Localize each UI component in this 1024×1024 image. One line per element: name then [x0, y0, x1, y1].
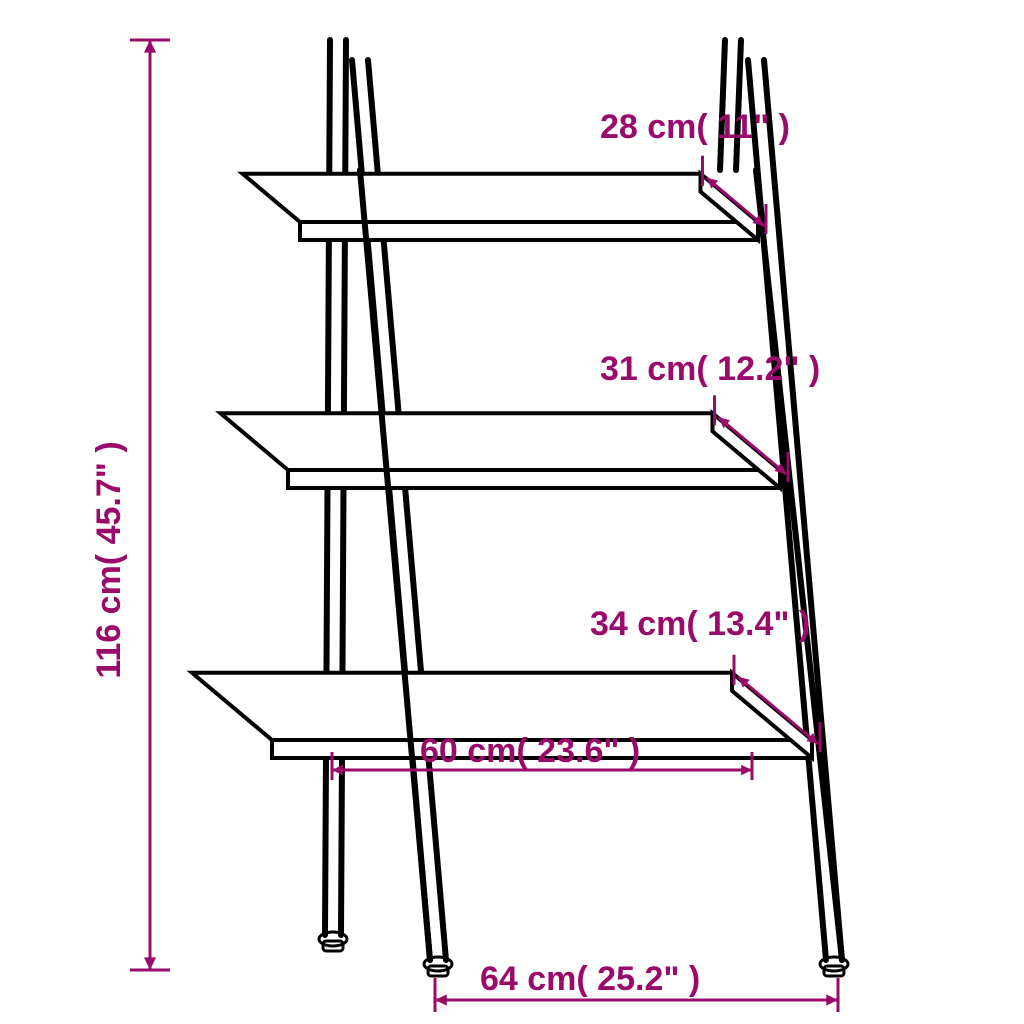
dim-height: 116 cm( 45.7" ): [90, 441, 128, 678]
dim-shelf1-depth: 28 cm( 11" ): [600, 108, 790, 146]
ladder-shelf: [192, 40, 848, 976]
dim-base-width: 64 cm( 25.2" ): [480, 960, 700, 998]
dim-shelf2-depth: 31 cm( 12.2" ): [600, 350, 820, 388]
dim-shelf3-depth: 34 cm( 13.4" ): [590, 605, 810, 643]
dim-shelf-width: 60 cm( 23.6" ): [420, 732, 640, 770]
